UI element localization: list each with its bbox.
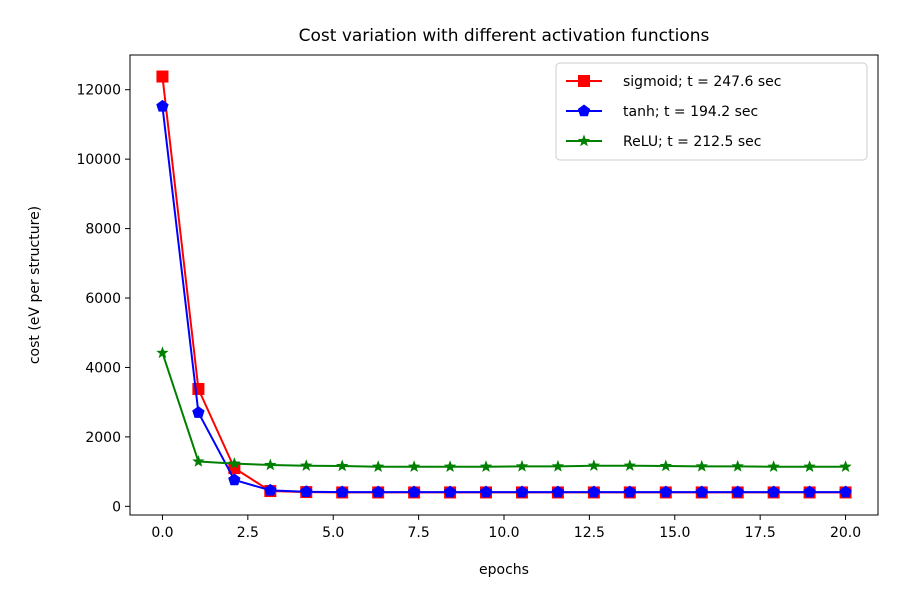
- series-line: [161, 106, 846, 494]
- data-point: [659, 485, 672, 498]
- plot-area: [156, 70, 852, 499]
- y-tick-label: 4000: [85, 360, 121, 376]
- y-axis-label: cost (eV per structure): [27, 206, 43, 364]
- legend-marker: [577, 104, 591, 117]
- data-point: [767, 485, 780, 498]
- y-tick-label: 12000: [76, 83, 121, 99]
- y-tick-label: 2000: [85, 430, 121, 446]
- data-point: [587, 485, 601, 498]
- data-point: [731, 485, 744, 498]
- data-point: [336, 485, 349, 498]
- x-tick-label: 2.5: [237, 525, 259, 541]
- data-point: [515, 485, 529, 498]
- data-point: [767, 460, 780, 472]
- data-point: [228, 473, 241, 486]
- data-point: [803, 460, 816, 472]
- x-tick-label: 17.5: [745, 525, 776, 541]
- data-point: [479, 460, 493, 472]
- data-point: [839, 485, 852, 498]
- data-point: [228, 462, 241, 475]
- data-point: [623, 459, 637, 471]
- x-tick-label: 0.0: [151, 525, 173, 541]
- data-point: [156, 99, 169, 112]
- x-tick-label: 15.0: [659, 525, 690, 541]
- legend: sigmoid; t = 247.6 sec tanh; t = 194.2 se…: [555, 62, 868, 161]
- y-tick-label: 8000: [85, 222, 121, 238]
- x-tick-label: 5.0: [322, 525, 344, 541]
- y-tick-label: 0: [112, 499, 121, 515]
- x-tick-label: 7.5: [407, 525, 429, 541]
- data-point: [336, 459, 349, 472]
- series-line: [161, 352, 846, 468]
- data-point: [371, 485, 385, 498]
- data-point: [443, 485, 457, 498]
- data-point: [192, 455, 205, 467]
- y-tick-label: 6000: [85, 291, 121, 307]
- data-point: [371, 460, 385, 472]
- series-2: [156, 346, 852, 472]
- y-axis: 0 2000 4000 6000 8000 10000 12000: [76, 83, 130, 515]
- series-1: [156, 99, 852, 498]
- x-tick-label: 20.0: [830, 525, 861, 541]
- data-point: [156, 70, 169, 83]
- legend-entry: tanh; t = 194.2 sec: [623, 104, 758, 120]
- data-point: [623, 485, 637, 498]
- data-point: [695, 459, 708, 472]
- data-point: [587, 459, 601, 471]
- data-point: [659, 459, 672, 472]
- legend-marker: [577, 134, 591, 147]
- chart-title: Cost variation with different activation…: [299, 26, 710, 46]
- data-point: [443, 460, 457, 472]
- data-point: [300, 485, 313, 497]
- data-point: [407, 485, 421, 498]
- data-point: [731, 459, 744, 472]
- data-point: [264, 458, 277, 471]
- data-point: [228, 457, 241, 469]
- data-point: [156, 346, 169, 359]
- x-axis: 0.0 2.5 5.0 7.5 10.0 12.5 15.0 17.5 20.0: [151, 515, 861, 541]
- data-point: [407, 460, 421, 472]
- data-point: [551, 485, 565, 498]
- x-axis-label: epochs: [479, 562, 529, 578]
- data-point: [515, 459, 529, 472]
- legend-entry: sigmoid; t = 247.6 sec: [623, 74, 781, 90]
- data-point: [551, 459, 565, 472]
- data-point: [479, 485, 493, 498]
- legend-marker: [578, 75, 590, 87]
- x-tick-label: 10.0: [488, 525, 519, 541]
- data-point: [839, 460, 852, 472]
- data-point: [264, 483, 277, 496]
- data-point: [695, 485, 708, 498]
- y-tick-label: 10000: [76, 152, 121, 168]
- legend-frame: [555, 62, 868, 161]
- legend-entry: ReLU; t = 212.5 sec: [623, 134, 761, 150]
- data-point: [192, 406, 205, 418]
- data-point: [803, 485, 816, 498]
- data-point: [300, 459, 313, 471]
- x-tick-label: 12.5: [574, 525, 605, 541]
